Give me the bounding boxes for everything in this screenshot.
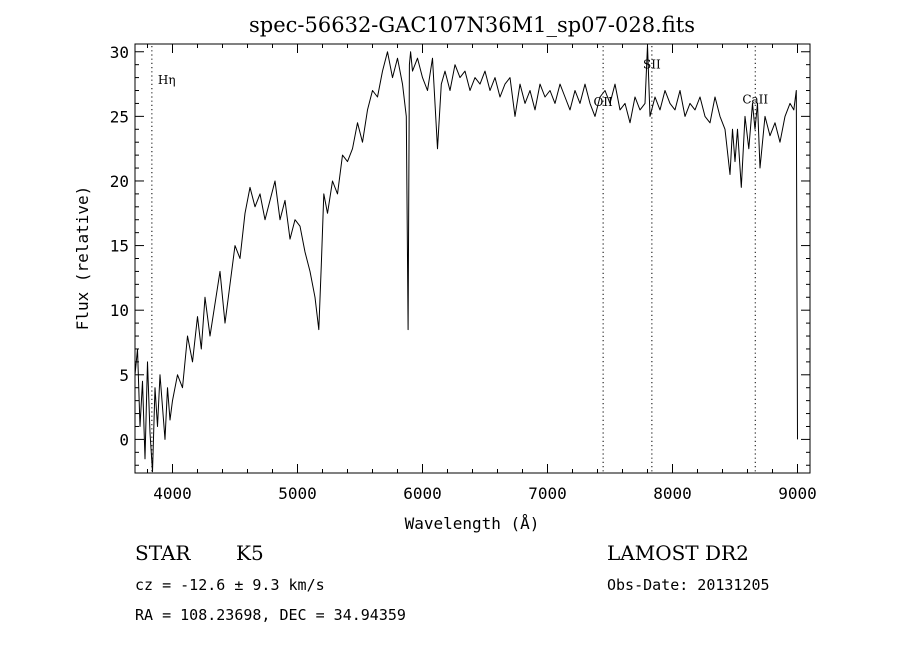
chart-title: spec-56632-GAC107N36M1_sp07-028.fits (249, 13, 695, 37)
x-axis-label: Wavelength (Å) (405, 514, 540, 533)
plot-frame (134, 43, 811, 474)
coordinates: RA = 108.23698, DEC = 34.94359 (135, 606, 406, 624)
spectral-line-label: SII (643, 58, 661, 72)
y-tick-label: 15 (110, 237, 129, 256)
x-tick-label: 8000 (653, 484, 692, 503)
axis-tick-labels: 4000 5000 6000 7000 8000 9000 0 5 10 15 20 25 30 (110, 43, 817, 503)
x-tick-label: 6000 (403, 484, 442, 503)
y-axis-label: Flux (relative) (73, 186, 92, 331)
object-class: STAR (135, 541, 191, 565)
x-tick-label: 5000 (278, 484, 317, 503)
spectrum-line (134, 44, 798, 473)
spectral-line-label: CaII (742, 92, 768, 106)
x-tick-label: 4000 (153, 484, 192, 503)
x-tick-label: 7000 (528, 484, 567, 503)
observation-date: Obs-Date: 20131205 (607, 576, 770, 594)
object-subclass: K5 (236, 541, 264, 565)
y-tick-label: 5 (119, 366, 129, 385)
survey-name: LAMOST DR2 (607, 541, 749, 565)
y-tick-label: 30 (110, 43, 129, 62)
axis-ticks (135, 44, 810, 473)
spectral-line-label: Hη (158, 73, 176, 87)
redshift-velocity: cz = -12.6 ± 9.3 km/s (135, 576, 325, 594)
y-tick-label: 0 (119, 430, 129, 449)
y-tick-label: 25 (110, 107, 129, 126)
y-tick-label: 10 (110, 301, 129, 320)
y-tick-label: 20 (110, 172, 129, 191)
x-tick-label: 9000 (778, 484, 817, 503)
